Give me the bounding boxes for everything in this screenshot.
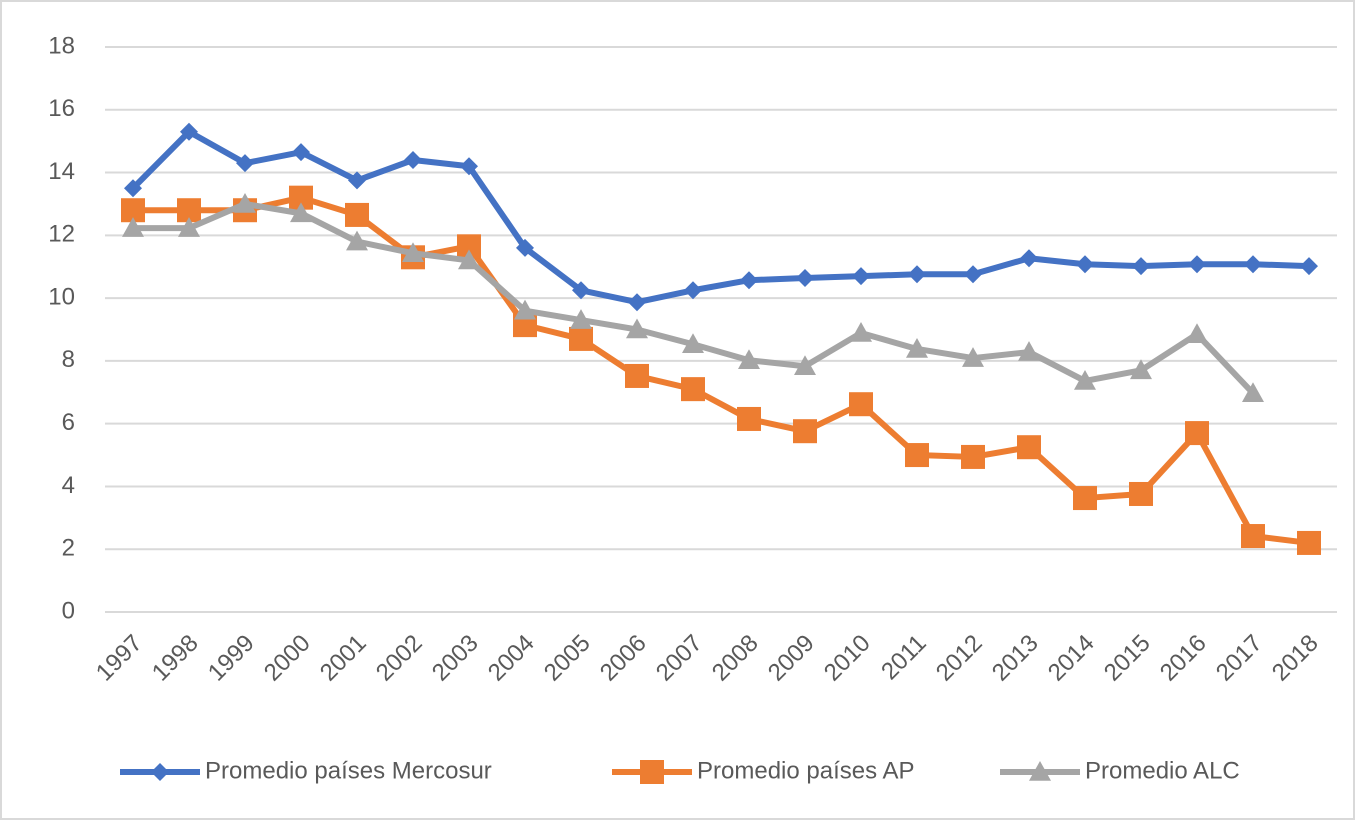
marker — [122, 217, 144, 237]
marker — [1018, 341, 1040, 361]
y-tick-label: 10 — [48, 283, 75, 310]
marker — [570, 309, 592, 329]
marker — [236, 154, 254, 173]
marker — [1074, 369, 1096, 390]
marker — [346, 230, 368, 251]
series-line — [133, 194, 1310, 546]
legend-label: Promedio ALC — [1085, 757, 1240, 784]
marker — [625, 363, 649, 388]
y-tick-label: 12 — [48, 221, 75, 248]
marker — [1297, 530, 1321, 555]
marker — [681, 377, 705, 402]
marker — [740, 271, 758, 290]
marker — [794, 355, 816, 376]
marker — [404, 151, 422, 169]
y-tick-label: 2 — [62, 535, 75, 562]
marker — [348, 171, 366, 190]
marker — [290, 202, 312, 223]
y-tick-label: 16 — [48, 95, 75, 122]
marker — [626, 318, 648, 339]
marker — [1073, 486, 1097, 511]
marker — [1130, 359, 1152, 380]
legend-label: Promedio países AP — [697, 757, 914, 784]
y-tick-label: 18 — [48, 32, 75, 59]
marker — [850, 321, 872, 342]
marker — [178, 217, 200, 237]
marker — [1132, 257, 1150, 276]
legend-marker — [151, 763, 169, 781]
legend-item: Promedio países AP — [612, 757, 914, 784]
marker — [684, 281, 702, 300]
marker — [796, 269, 814, 288]
y-tick-label: 14 — [48, 158, 75, 185]
marker — [516, 238, 534, 257]
legend-marker — [1029, 761, 1051, 781]
y-tick-label: 0 — [62, 597, 75, 624]
series-line — [130, 128, 1310, 306]
marker — [905, 443, 929, 468]
marker — [345, 202, 369, 227]
marker — [1244, 255, 1262, 274]
marker — [852, 267, 870, 286]
marker — [292, 143, 310, 162]
marker — [961, 444, 985, 469]
marker — [962, 347, 984, 367]
marker — [124, 179, 142, 198]
legend-marker — [640, 760, 664, 784]
marker — [1188, 255, 1206, 274]
marker — [572, 281, 590, 300]
marker — [1186, 323, 1208, 344]
marker — [460, 157, 478, 176]
marker — [908, 265, 926, 284]
marker — [1020, 249, 1038, 268]
marker — [738, 349, 760, 370]
legend-label: Promedio países Mercosur — [205, 757, 492, 784]
marker — [1241, 524, 1265, 549]
marker — [458, 249, 480, 270]
marker — [514, 299, 536, 320]
marker — [402, 242, 424, 263]
marker — [964, 265, 982, 284]
marker — [1242, 382, 1264, 403]
marker — [737, 406, 761, 431]
y-tick-label: 4 — [62, 472, 75, 499]
y-tick-label: 8 — [62, 346, 75, 373]
marker — [1017, 435, 1041, 460]
marker — [569, 326, 593, 351]
y-tick-label: 6 — [62, 409, 75, 436]
marker — [793, 419, 817, 444]
marker — [1076, 255, 1094, 274]
marker — [682, 333, 704, 354]
marker — [180, 122, 198, 141]
marker — [628, 293, 646, 312]
marker — [1300, 257, 1318, 276]
marker — [906, 337, 928, 358]
legend-item: Promedio países Mercosur — [120, 757, 492, 784]
marker — [234, 192, 256, 213]
marker — [1129, 481, 1153, 506]
marker — [849, 392, 873, 417]
legend-item: Promedio ALC — [1000, 757, 1240, 784]
marker — [1185, 421, 1209, 446]
